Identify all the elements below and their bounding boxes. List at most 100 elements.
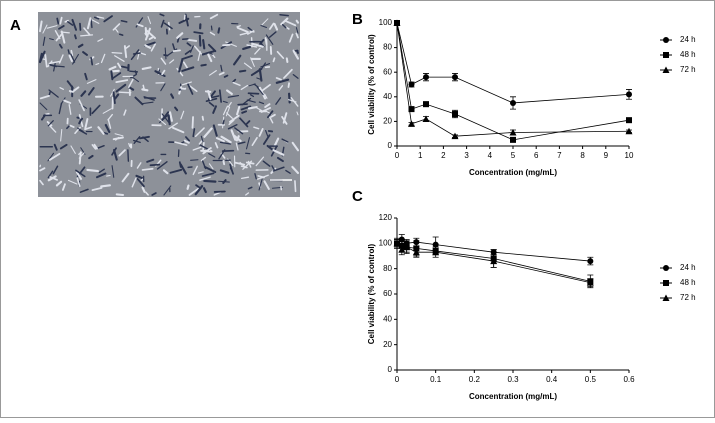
x-tick-label: 0.1 (430, 375, 442, 384)
cell (203, 40, 204, 48)
cell (193, 117, 194, 128)
cell (297, 51, 298, 53)
marker (626, 117, 632, 123)
cell (91, 19, 92, 27)
legend-label: 48 h (680, 278, 696, 287)
y-tick-label: 60 (383, 67, 392, 76)
marker (510, 137, 516, 143)
x-tick-label: 0 (395, 375, 400, 384)
y-axis-label: Cell viability (% of control) (367, 34, 376, 135)
y-axis-label: Cell viability (% of control) (367, 243, 376, 344)
cell (223, 45, 229, 46)
cell (247, 162, 254, 163)
x-tick-label: 0 (395, 151, 400, 160)
cell (91, 58, 92, 65)
cell (223, 161, 224, 164)
cell (188, 186, 189, 189)
marker (452, 74, 458, 80)
cell (188, 40, 196, 41)
y-tick-label: 0 (388, 365, 393, 374)
x-tick-label: 4 (488, 151, 493, 160)
x-tick-label: 5 (511, 151, 516, 160)
cell (242, 111, 246, 112)
legend-label: 24 h (680, 35, 696, 44)
cell (191, 160, 198, 161)
marker (510, 100, 516, 106)
cell (150, 165, 159, 166)
cell (288, 83, 289, 87)
cell (289, 94, 290, 103)
cell (174, 50, 180, 51)
cell (46, 114, 49, 115)
y-tick-label: 100 (379, 18, 393, 27)
cell (112, 53, 122, 54)
micrograph (38, 12, 300, 197)
legend-label: 24 h (680, 263, 696, 272)
legend-label: 72 h (680, 293, 696, 302)
x-tick-label: 7 (557, 151, 562, 160)
x-tick-label: 0.2 (469, 375, 481, 384)
y-tick-label: 40 (383, 314, 392, 323)
x-tick-label: 0.6 (623, 375, 635, 384)
cell (193, 129, 194, 136)
y-tick-label: 80 (383, 264, 392, 273)
cell (143, 85, 144, 90)
marker (626, 91, 632, 97)
legend-label: 48 h (680, 50, 696, 59)
x-axis-label: Concentration (mg/mL) (469, 392, 557, 401)
cell (201, 65, 205, 66)
cell (295, 181, 296, 191)
panel-label: A (10, 17, 21, 34)
y-tick-label: 20 (383, 340, 392, 349)
legend-marker (663, 37, 669, 43)
cell (240, 71, 245, 72)
cell (225, 76, 228, 77)
cell (130, 71, 137, 72)
cell (87, 170, 98, 171)
x-tick-label: 6 (534, 151, 539, 160)
cell (297, 21, 298, 23)
legend-marker (663, 280, 669, 286)
cell (57, 19, 58, 24)
cell (211, 26, 212, 30)
legend-marker (663, 52, 669, 58)
marker (587, 258, 593, 264)
cell (49, 92, 50, 95)
legend-label: 72 h (680, 65, 696, 74)
x-axis-label: Concentration (mg/mL) (469, 168, 557, 177)
cell (218, 28, 219, 32)
x-tick-label: 2 (441, 151, 446, 160)
cell (107, 176, 110, 177)
y-tick-label: 40 (383, 92, 392, 101)
cell (223, 120, 224, 124)
cell (114, 92, 115, 103)
cell (68, 50, 69, 54)
marker (452, 111, 458, 117)
cell (111, 71, 112, 79)
marker (409, 82, 415, 88)
cell (117, 194, 123, 195)
y-tick-label: 120 (379, 213, 393, 222)
cell (273, 58, 274, 61)
cell (194, 32, 202, 33)
marker (423, 74, 429, 80)
x-tick-label: 0.5 (585, 375, 597, 384)
cell (128, 150, 129, 161)
cell (143, 169, 153, 170)
cell (121, 21, 126, 22)
cell (120, 34, 123, 35)
y-tick-label: 0 (388, 141, 393, 150)
cell (70, 91, 73, 92)
cell (204, 181, 215, 182)
panel-label: B (352, 11, 363, 28)
cell (101, 185, 110, 186)
x-tick-label: 0.4 (546, 375, 558, 384)
x-tick-label: 9 (604, 151, 609, 160)
legend-marker (663, 265, 669, 271)
marker (433, 242, 439, 248)
y-tick-label: 100 (379, 238, 393, 247)
y-tick-label: 20 (383, 117, 392, 126)
cell (238, 104, 247, 105)
cell (75, 35, 76, 38)
